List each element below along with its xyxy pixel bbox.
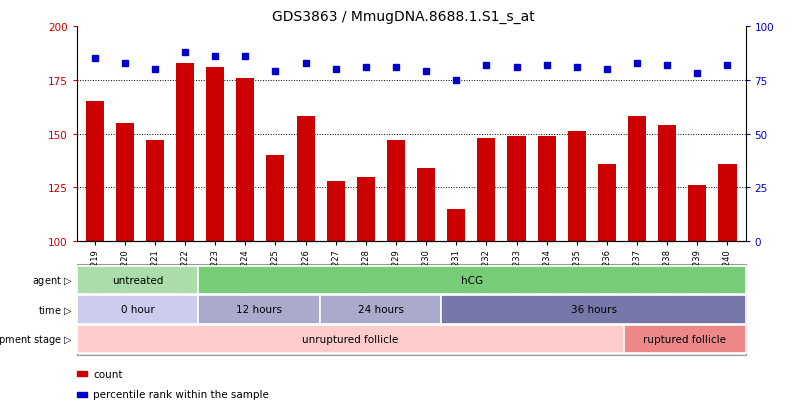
Bar — [236, 78, 255, 242]
Bar — [387, 141, 405, 242]
Bar — [659, 126, 676, 242]
Text: count: count — [93, 369, 123, 379]
Bar — [598, 164, 616, 242]
Text: 0 hour: 0 hour — [121, 305, 154, 315]
Bar — [508, 136, 526, 242]
Text: 36 hours: 36 hours — [571, 305, 617, 315]
Bar — [297, 117, 314, 242]
Text: hCG: hCG — [461, 275, 483, 285]
Bar — [477, 138, 496, 242]
Text: unruptured follicle: unruptured follicle — [302, 334, 398, 344]
Bar — [688, 186, 706, 242]
Bar — [206, 68, 224, 242]
Text: 24 hours: 24 hours — [358, 305, 404, 315]
Bar — [417, 169, 435, 242]
Bar — [116, 123, 134, 242]
Bar — [357, 177, 375, 242]
Text: time $\triangleright$: time $\triangleright$ — [38, 304, 73, 316]
Text: agent $\triangleright$: agent $\triangleright$ — [32, 273, 73, 287]
Bar — [628, 117, 646, 242]
Text: GDS3863 / MmugDNA.8688.1.S1_s_at: GDS3863 / MmugDNA.8688.1.S1_s_at — [272, 10, 534, 24]
Text: percentile rank within the sample: percentile rank within the sample — [93, 389, 269, 399]
Bar — [538, 136, 555, 242]
Bar — [447, 209, 465, 242]
Text: development stage $\triangleright$: development stage $\triangleright$ — [0, 332, 73, 346]
Bar — [326, 181, 345, 242]
Bar — [85, 102, 104, 242]
Bar — [267, 156, 285, 242]
Text: ruptured follicle: ruptured follicle — [643, 334, 726, 344]
Bar — [176, 63, 194, 242]
Bar — [567, 132, 586, 242]
Text: 12 hours: 12 hours — [236, 305, 282, 315]
Text: untreated: untreated — [112, 275, 163, 285]
Bar — [146, 141, 164, 242]
Bar — [718, 164, 737, 242]
